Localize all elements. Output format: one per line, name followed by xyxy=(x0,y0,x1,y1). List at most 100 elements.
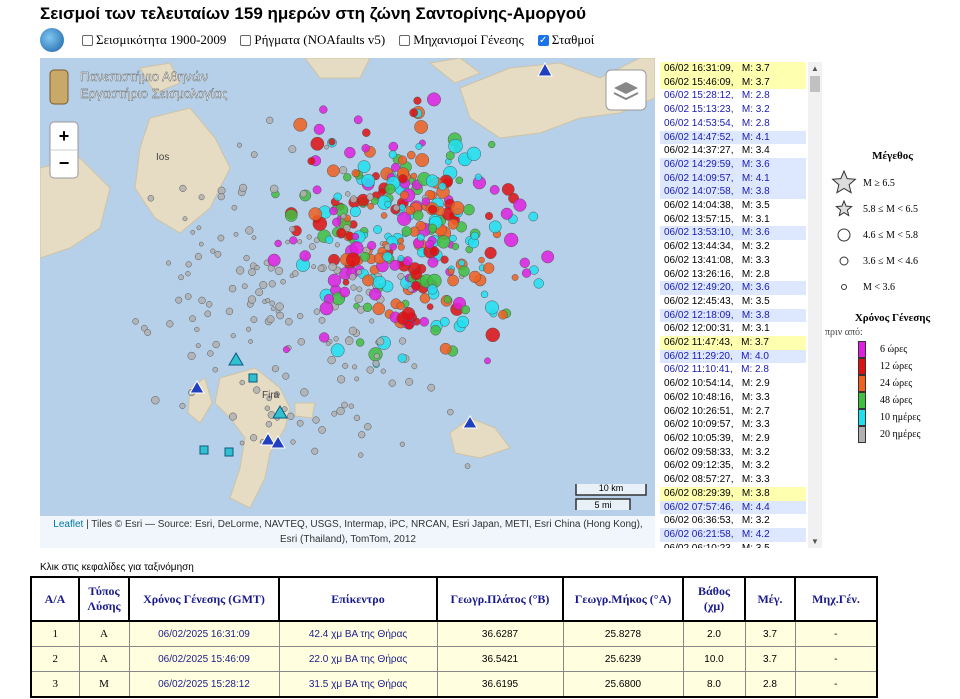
event-mag: M: 4.4 xyxy=(741,501,770,513)
epicenter xyxy=(236,266,245,275)
epicenter xyxy=(355,338,365,347)
event-row[interactable]: 06/02 14:07:58, M: 3.8 xyxy=(660,185,806,200)
zoom-out[interactable]: − xyxy=(59,153,70,173)
map[interactable]: Πανεπιστήμιο Αθηνών Εργαστήριο Σεισμολογ… xyxy=(40,58,655,548)
event-row[interactable]: 06/02 12:49:20, M: 3.6 xyxy=(660,281,806,295)
logo-line: Εργαστήριο Σεισμολογίας xyxy=(80,86,228,101)
time-label: 6 ώρες xyxy=(880,344,908,355)
epicenter xyxy=(297,338,306,346)
epicenter xyxy=(239,440,245,446)
event-row[interactable]: 06/02 14:53:54, M: 2.8 xyxy=(660,116,806,131)
epicenter xyxy=(367,203,374,210)
event-row[interactable]: 06/02 10:48:16, M: 3.3 xyxy=(660,390,806,405)
epicenter xyxy=(341,401,348,409)
column-header[interactable]: Επίκεντρο xyxy=(278,577,438,622)
table-cell: 06/02/2025 16:31:09 xyxy=(128,620,280,647)
event-row[interactable]: 06/02 10:05:39, M: 2.9 xyxy=(660,431,806,446)
option-label: Ρήγματα (NOAfaults v5) xyxy=(254,32,386,47)
event-row[interactable]: 06/02 15:13:23, M: 3.2 xyxy=(660,103,806,117)
column-header[interactable]: Μέγ. xyxy=(744,577,796,622)
event-row[interactable]: 06/02 12:18:09, M: 3.8 xyxy=(660,308,806,323)
option[interactable]: Σεισμικότητα 1900-2009 xyxy=(82,32,226,48)
attribution-link[interactable]: Leaflet xyxy=(53,519,84,530)
event-row[interactable]: 06/02 14:04:38, M: 3.5 xyxy=(660,199,806,213)
event-mag: M: 3.3 xyxy=(741,474,770,486)
table-row: 2 A 06/02/2025 15:46:09 22.0 χμ ΒΑ της Θήρα… xyxy=(30,646,878,672)
event-time: 06/02 09:12:35, xyxy=(664,460,734,472)
event-mag: M: 3.8 xyxy=(741,309,770,321)
event-row[interactable]: 06/02 14:47:52, M: 4.1 xyxy=(660,130,806,145)
column-header[interactable]: Γεωγρ.Πλάτος (°Β) xyxy=(436,577,564,622)
size-label: 5.8 ≤ M < 6.5 xyxy=(863,203,919,215)
event-row[interactable]: 06/02 06:10:23, M: 3.5 xyxy=(660,541,806,548)
event-row[interactable]: 06/02 13:53:10, M: 3.6 xyxy=(660,226,806,241)
epicenter xyxy=(179,402,186,409)
epicenter xyxy=(251,235,257,240)
map-canvas[interactable]: Πανεπιστήμιο Αθηνών Εργαστήριο Σεισμολογ… xyxy=(40,58,655,548)
event-time: 06/02 06:21:58, xyxy=(664,528,734,540)
event-row[interactable]: 06/02 06:36:53, M: 3.2 xyxy=(660,514,806,528)
event-row[interactable]: 06/02 10:09:57, M: 3.3 xyxy=(660,418,806,432)
event-row[interactable]: 06/02 07:57:46, M: 4.4 xyxy=(660,500,806,515)
epicenter xyxy=(267,253,281,267)
column-header[interactable]: Μηχ.Γέν. xyxy=(794,577,878,622)
epicenter xyxy=(396,301,405,310)
event-row[interactable]: 06/02 06:21:58, M: 4.2 xyxy=(660,527,806,542)
event-row[interactable]: 06/02 14:29:59, M: 3.6 xyxy=(660,157,806,172)
checkbox[interactable]: ✓ xyxy=(537,34,549,46)
event-row[interactable]: 06/02 13:26:16, M: 2.8 xyxy=(660,267,806,282)
event-row[interactable]: 06/02 12:00:31, M: 3.1 xyxy=(660,322,806,337)
epicenter xyxy=(447,274,459,287)
event-row[interactable]: 06/02 13:57:15, M: 3.1 xyxy=(660,212,806,227)
event-row[interactable]: 06/02 16:31:09, M: 3.7 xyxy=(660,62,806,76)
globe-icon[interactable] xyxy=(40,28,64,52)
checkbox[interactable] xyxy=(82,34,93,46)
column-header[interactable]: Βάθος (χμ) xyxy=(682,577,746,622)
event-row[interactable]: 06/02 13:41:08, M: 3.3 xyxy=(660,253,806,268)
event-mag: M: 3.3 xyxy=(741,254,770,266)
column-header[interactable]: Τύπος Λύσης xyxy=(78,577,130,622)
option[interactable]: Ρήγματα (NOAfaults v5) xyxy=(240,32,385,48)
zoom-in[interactable]: + xyxy=(59,126,70,146)
event-row[interactable]: 06/02 15:28:12, M: 2.8 xyxy=(660,89,806,104)
event-row[interactable]: 06/02 12:45:43, M: 3.5 xyxy=(660,294,806,309)
option[interactable]: Μηχανισμοί Γένεσης xyxy=(399,32,524,48)
epicenter xyxy=(340,213,347,220)
column-header[interactable]: Χρόνος Γένεσης (GMT) xyxy=(128,577,280,622)
checkbox[interactable] xyxy=(399,34,411,46)
attribution-box xyxy=(40,516,655,548)
event-row[interactable]: 06/02 08:29:39, M: 3.8 xyxy=(660,486,806,501)
column-header[interactable]: Γεωγρ.Μήκος (°Α) xyxy=(562,577,684,622)
column-header[interactable]: Α/Α xyxy=(30,577,80,622)
event-row[interactable]: 06/02 10:54:14, M: 2.9 xyxy=(660,377,806,391)
layers-button[interactable] xyxy=(605,69,647,111)
event-time: 06/02 10:05:39, xyxy=(664,432,734,444)
epicenter xyxy=(361,174,376,188)
event-row[interactable]: 06/02 15:46:09, M: 3.7 xyxy=(660,75,806,90)
event-row[interactable]: 06/02 08:57:27, M: 3.3 xyxy=(660,473,806,487)
symbol xyxy=(839,256,849,266)
table-cell: 1 xyxy=(30,620,80,647)
epicenter xyxy=(388,379,396,387)
event-row[interactable]: 06/02 13:44:34, M: 3.2 xyxy=(660,240,806,254)
scrollbar[interactable]: ▲ ▼ xyxy=(808,62,822,548)
checkbox[interactable] xyxy=(240,34,252,46)
epicenter xyxy=(427,284,438,295)
event-row[interactable]: 06/02 09:58:33, M: 3.2 xyxy=(660,445,806,460)
event-row[interactable]: 06/02 11:10:41, M: 2.8 xyxy=(660,363,806,378)
epicenter xyxy=(339,286,351,298)
option[interactable]: ✓ Σταθμοί xyxy=(537,32,594,48)
event-row[interactable]: 06/02 14:09:57, M: 4.1 xyxy=(660,171,806,186)
epicenter xyxy=(419,293,431,304)
event-row[interactable]: 06/02 09:12:35, M: 3.2 xyxy=(660,459,806,474)
epicenter xyxy=(199,241,204,247)
time-label: 10 ημέρες xyxy=(880,412,921,423)
event-row[interactable]: 06/02 10:26:51, M: 2.7 xyxy=(660,404,806,419)
epicenter xyxy=(485,327,500,343)
epicenter xyxy=(282,346,290,354)
epicenter xyxy=(378,188,386,196)
event-row[interactable]: 06/02 11:29:20, M: 4.0 xyxy=(660,349,806,364)
event-time: 06/02 14:07:58, xyxy=(664,186,734,198)
event-row[interactable]: 06/02 11:47:43, M: 3.7 xyxy=(660,336,806,350)
event-row[interactable]: 06/02 14:37:27, M: 3.4 xyxy=(660,144,806,158)
